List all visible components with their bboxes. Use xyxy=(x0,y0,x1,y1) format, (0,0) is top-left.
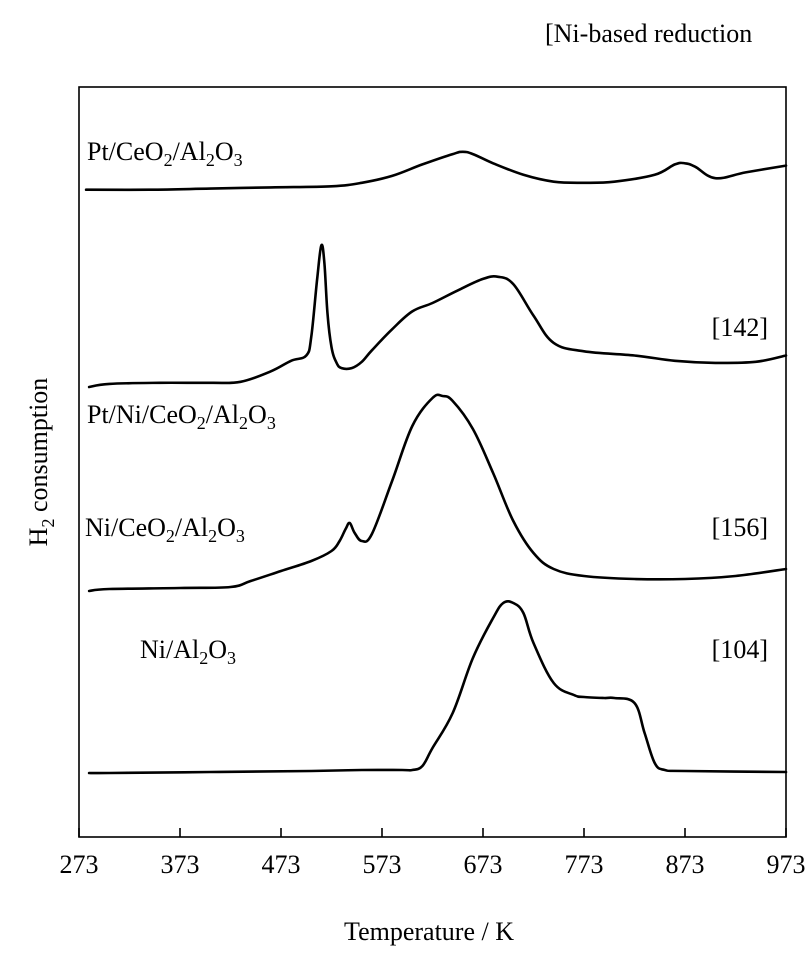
header-note: [Ni-based reduction xyxy=(545,19,752,48)
series-line-1 xyxy=(84,150,788,192)
x-tick-label: 373 xyxy=(161,850,200,879)
reference-label-3: [156] xyxy=(712,513,768,542)
series-label-3: Ni/CeO2/Al2O3 xyxy=(85,513,245,546)
series-labels: Pt/CeO2/Al2O3 Pt/Ni/CeO2/Al2O3 Ni/CeO2/Al2… xyxy=(85,137,276,668)
series-label-1: Pt/CeO2/Al2O3 xyxy=(87,137,243,170)
x-tick-label: 973 xyxy=(767,850,805,879)
reference-labels: [142] [156] [104] xyxy=(712,313,768,664)
x-axis-label: Temperature / K xyxy=(344,917,514,946)
series-label-2: Pt/Ni/CeO2/Al2O3 xyxy=(87,400,276,433)
series-line-3 xyxy=(87,393,788,593)
plot-frame xyxy=(78,86,787,838)
x-tick-label: 473 xyxy=(262,850,301,879)
x-tick-label: 273 xyxy=(60,850,99,879)
y-axis-label-sub: 2 xyxy=(38,519,58,528)
series-line-4 xyxy=(87,600,788,775)
y-axis-label-suffix: consumption xyxy=(24,378,53,519)
x-tick-label: 773 xyxy=(565,850,604,879)
series-label-4: Ni/Al2O3 xyxy=(140,635,236,668)
series-line-2 xyxy=(87,243,788,389)
series-curves xyxy=(84,150,788,775)
x-tick-label: 873 xyxy=(666,850,705,879)
x-axis-ticks xyxy=(78,828,787,837)
reference-label-4: [104] xyxy=(712,635,768,664)
x-tick-label: 573 xyxy=(363,850,402,879)
reference-label-2: [142] xyxy=(712,313,768,342)
x-axis-tick-labels: 273 373 473 573 673 773 873 973 xyxy=(60,850,805,879)
y-axis-label: H2 consumption xyxy=(24,378,58,547)
y-axis-label-prefix: H xyxy=(24,527,53,546)
x-tick-label: 673 xyxy=(464,850,503,879)
